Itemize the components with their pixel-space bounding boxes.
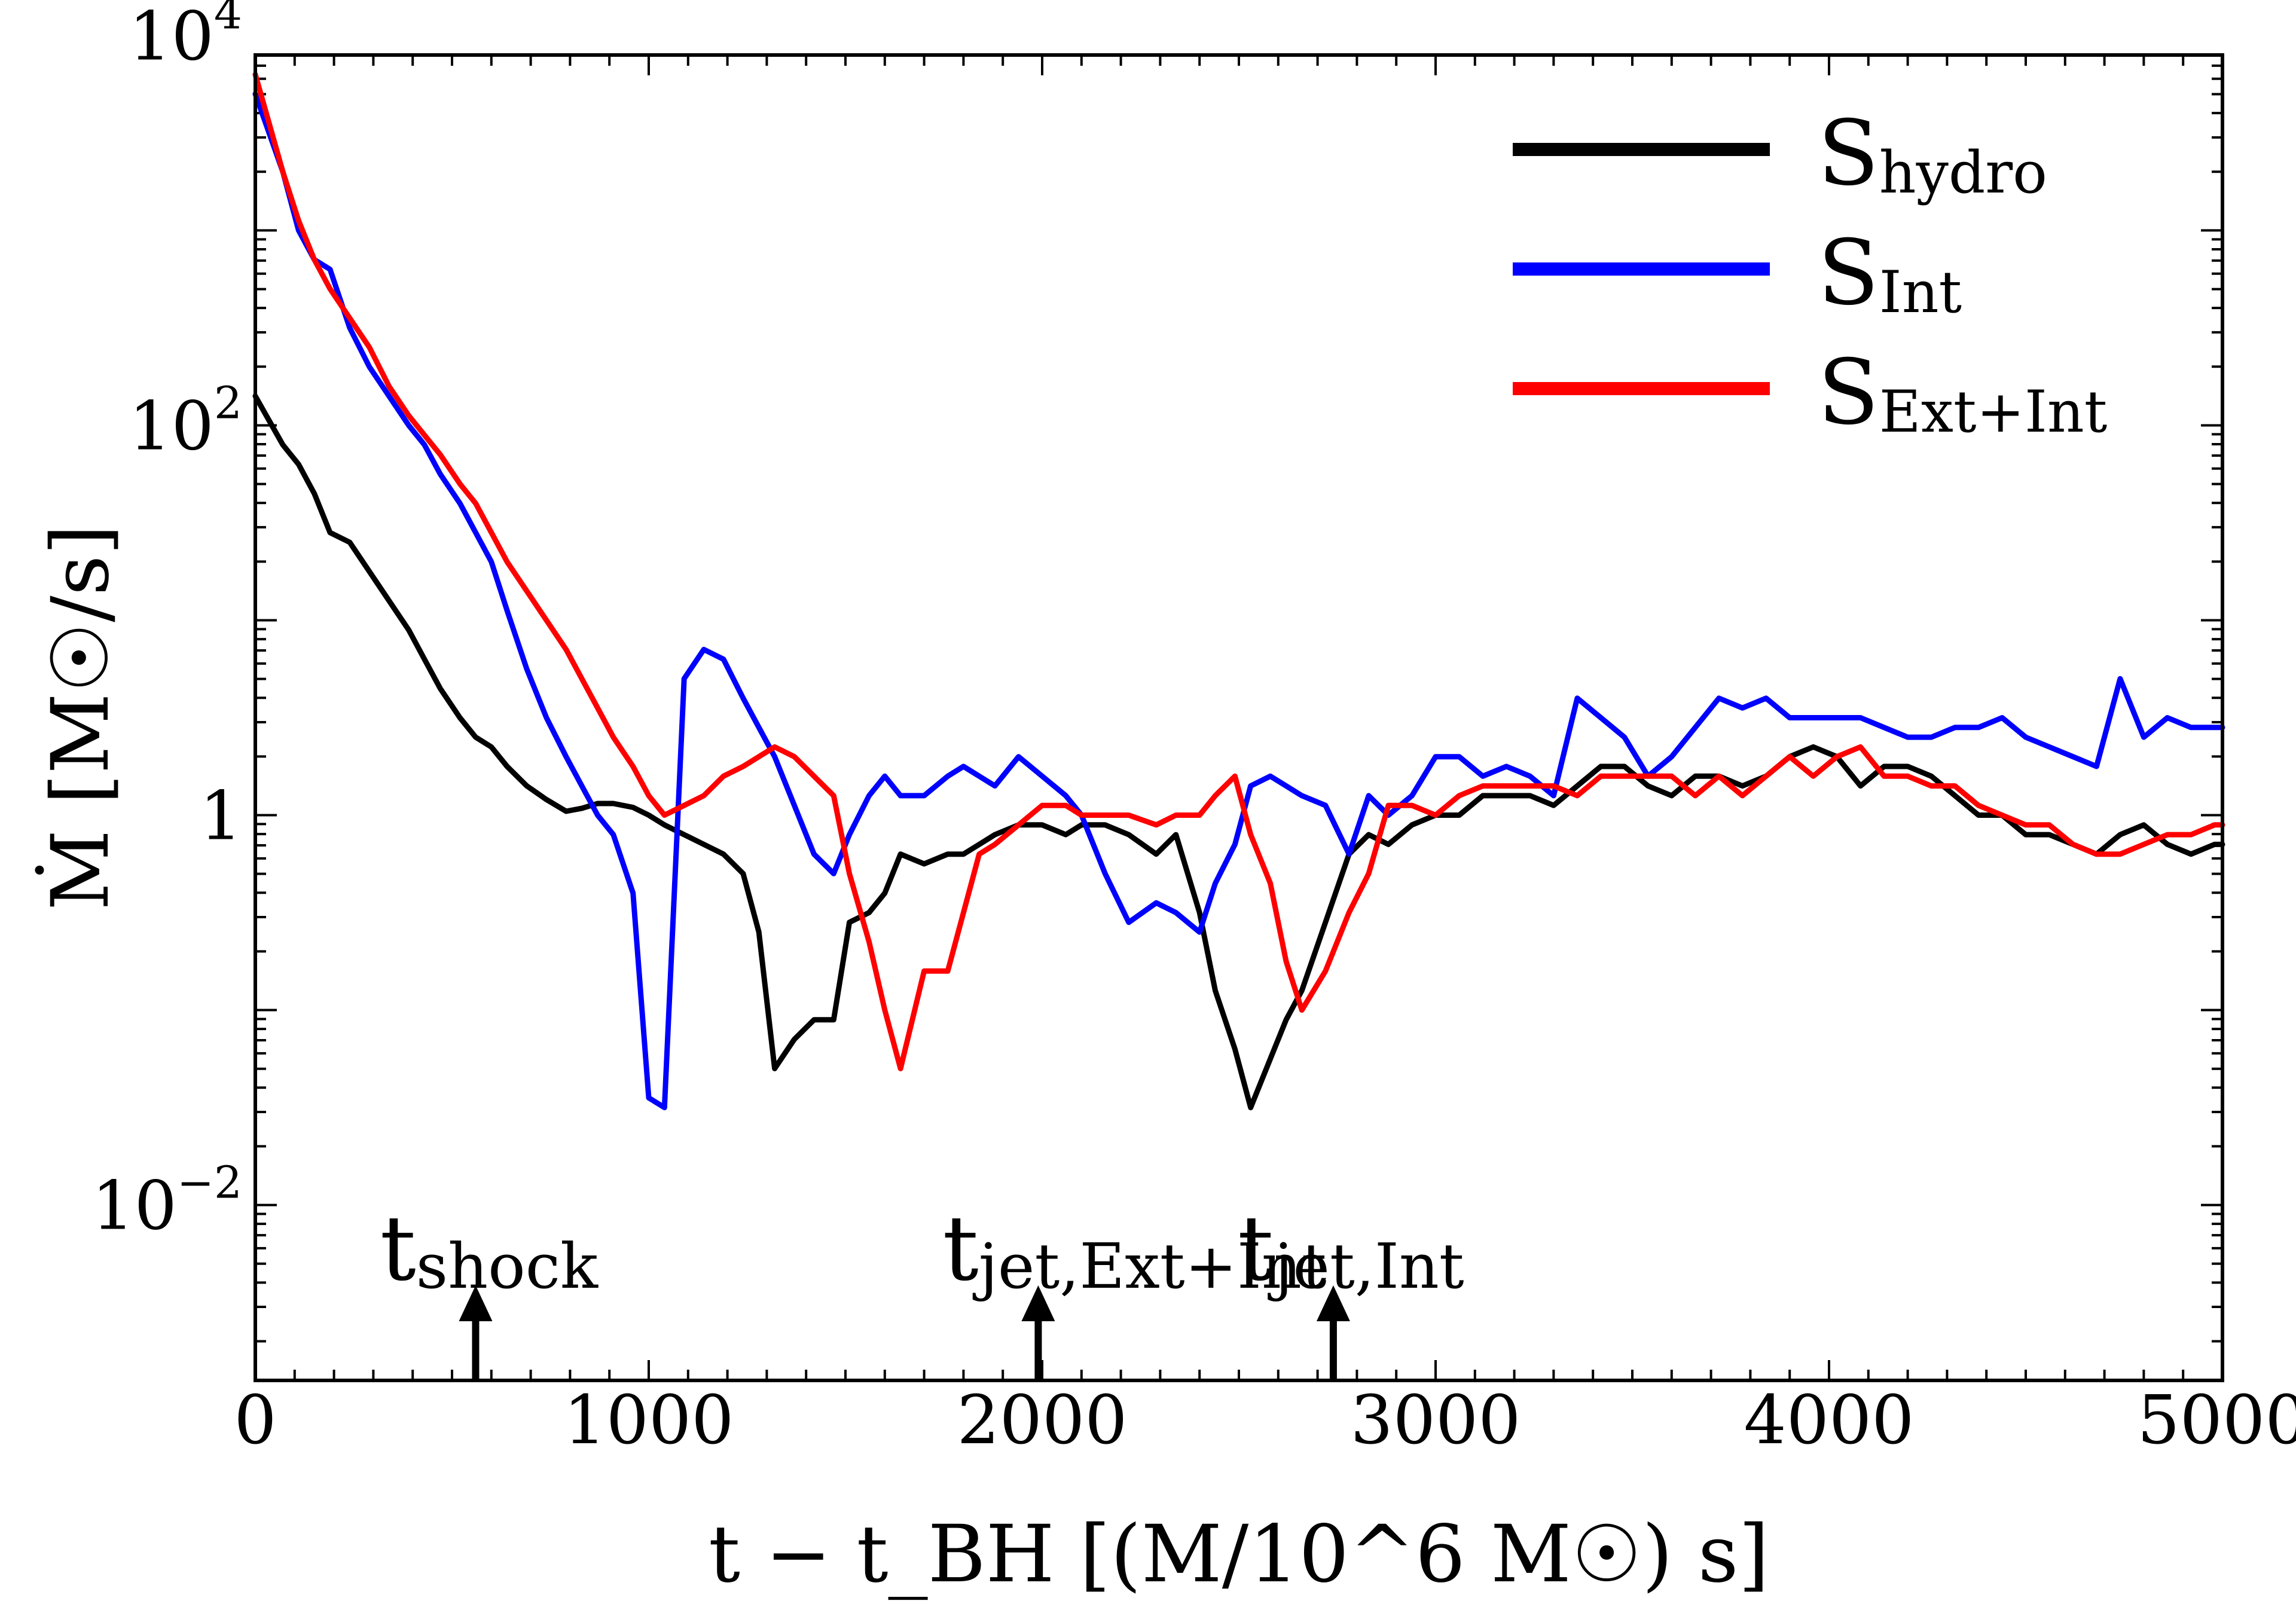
x-tick-label: 0: [234, 1382, 276, 1459]
legend-label: SExt+Int: [1818, 341, 2107, 445]
x-tick-label: 4000: [1744, 1382, 1914, 1459]
y-axis-label: Ṁ [M☉/s]: [34, 524, 127, 911]
x-tick-label: 1000: [563, 1382, 734, 1459]
annotation-label: tjet,Ext+Int: [942, 1197, 1326, 1303]
legend-label: Shydro: [1818, 102, 2047, 206]
annotation-label: tjet,Int: [1238, 1197, 1464, 1303]
annotation-arrow-head: [1316, 1285, 1350, 1321]
y-tick-label: 104: [129, 0, 242, 75]
series-layer: [252, 72, 2225, 1111]
y-tick-label: 1: [200, 778, 242, 856]
label-layer: 0 1000 2000 3000 4000 5000 10−2 1 102 104 t − t_BH…: [34, 0, 2296, 1600]
x-tick-label: 5000: [2137, 1382, 2296, 1459]
series-line-int: [252, 91, 2225, 1111]
x-axis-label: t − t_BH [(M/10^6 M☉) s]: [709, 1508, 1769, 1600]
plot-frame: [254, 53, 2224, 1382]
annotation-arrow-head: [459, 1285, 493, 1321]
legend: Shydro SInt SExt+Int: [1513, 102, 2107, 445]
x-tick-label: 3000: [1350, 1382, 1521, 1459]
series-line-ext-int: [252, 72, 2225, 1071]
series-line-hydro: [252, 393, 2225, 1111]
legend-label: SInt: [1818, 221, 1962, 326]
x-tick-label: 2000: [957, 1382, 1127, 1459]
y-tick-label: 10−2: [91, 1157, 242, 1245]
y-tick-label: 102: [129, 377, 242, 465]
annotation-label: tshock: [380, 1197, 598, 1303]
annotation-arrow-head: [1021, 1285, 1055, 1321]
